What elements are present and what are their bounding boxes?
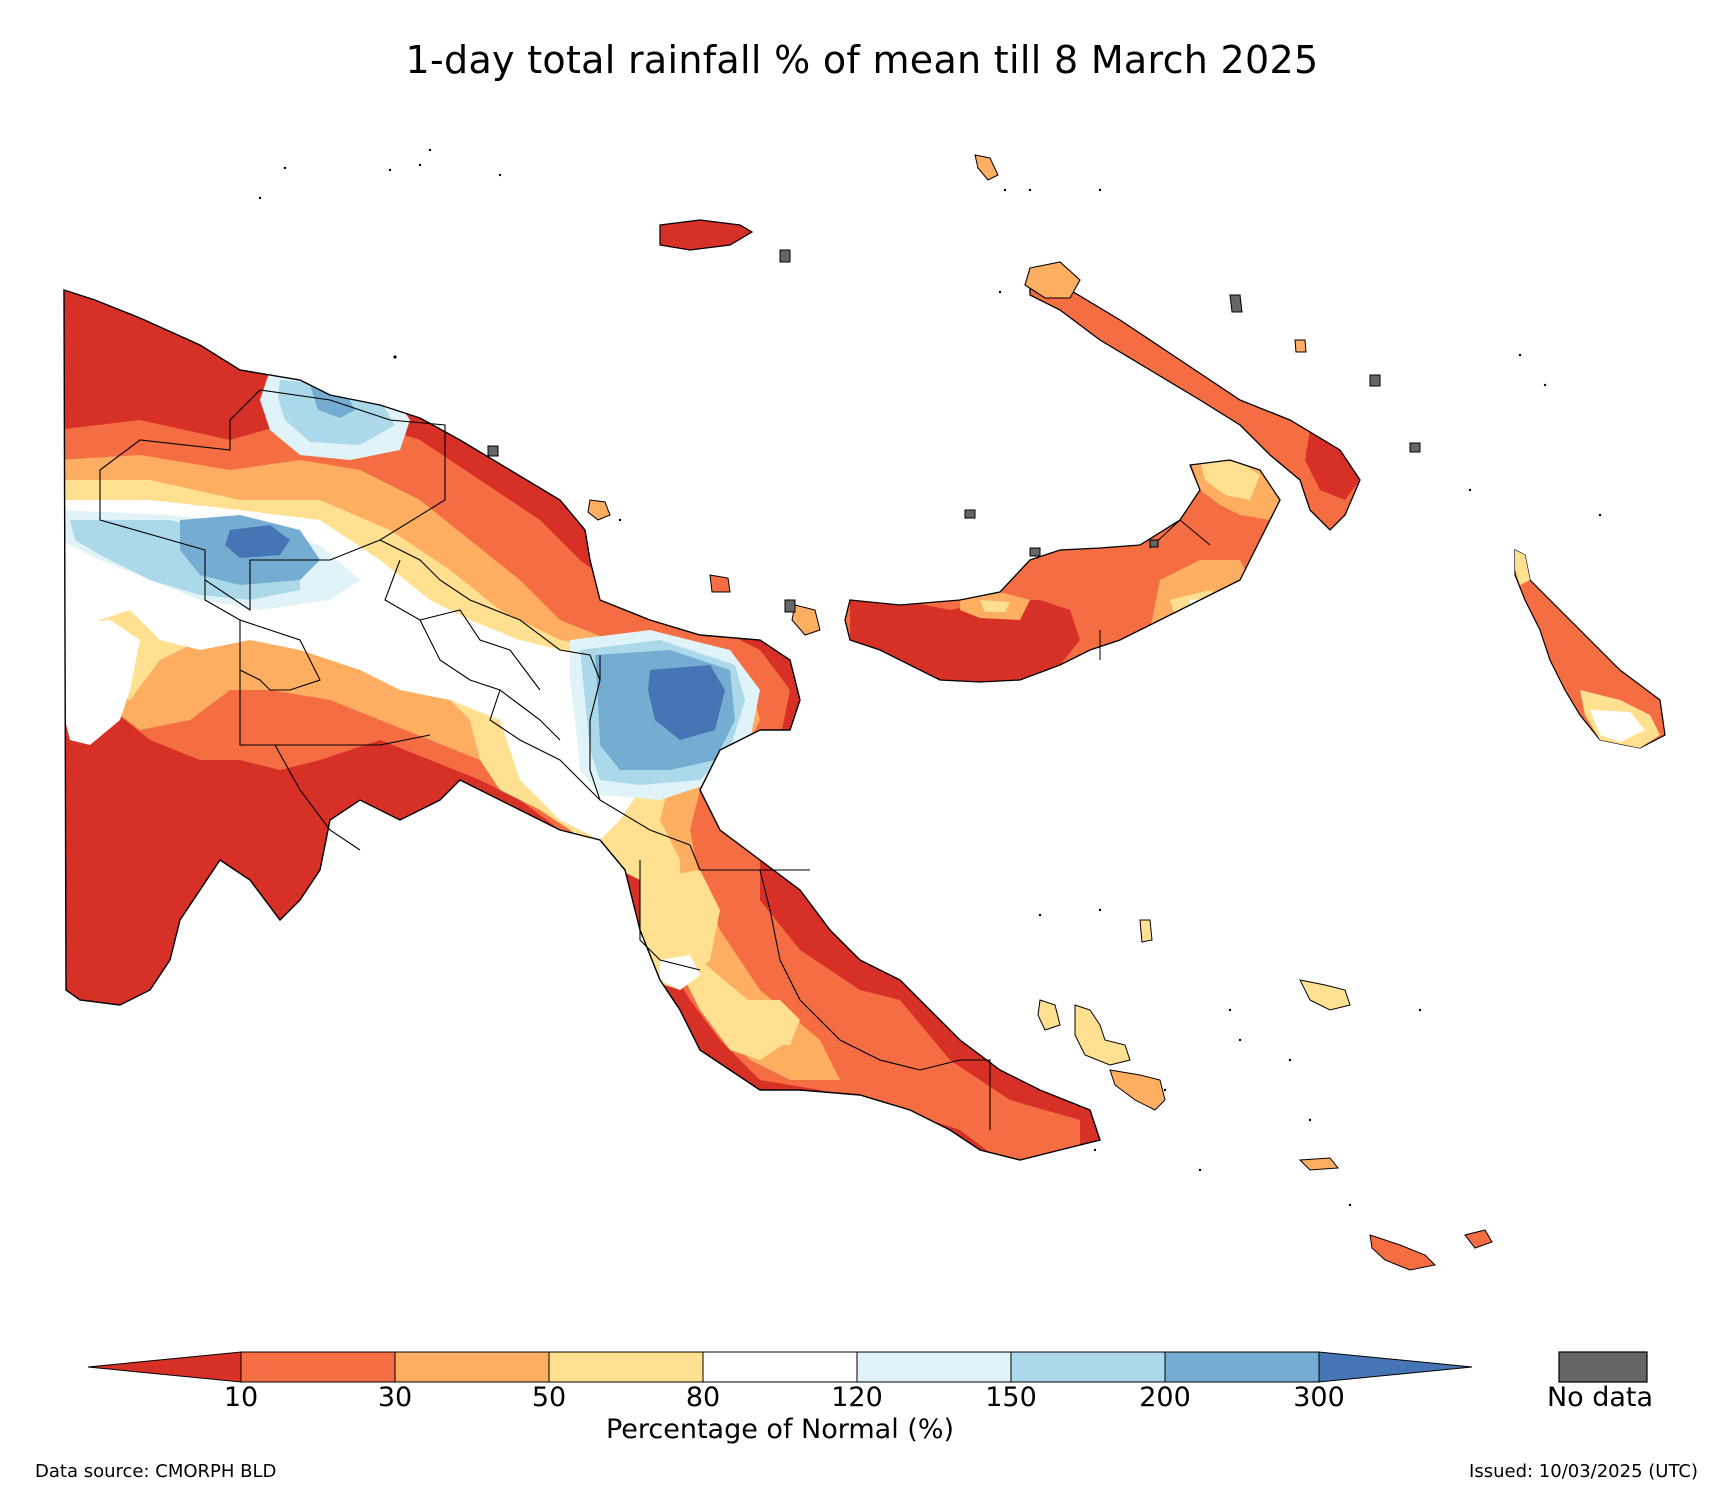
issued-date: Issued: 10/03/2025 (UTC)	[1469, 1461, 1698, 1482]
colorbar-bin-150-200	[1010, 1351, 1166, 1383]
colorbar-tick: 120	[831, 1382, 883, 1413]
colorbar-bin-10-30	[240, 1351, 396, 1383]
map-title: 1-day total rainfall % of mean till 8 Ma…	[405, 38, 1319, 82]
colorbar-extend-low	[87, 1351, 242, 1383]
colorbar-extend-high	[1318, 1351, 1473, 1383]
colorbar-bin-30-50	[394, 1351, 550, 1383]
colorbar-tick: 200	[1139, 1382, 1191, 1413]
colorbar-tick: 30	[377, 1382, 413, 1413]
colorbar-bin-200-300	[1164, 1351, 1320, 1383]
colorbar-tick: 80	[685, 1382, 721, 1413]
colorbar-title: Percentage of Normal (%)	[605, 1414, 955, 1445]
no-data-swatch	[1558, 1351, 1648, 1383]
colorbar-tick: 50	[531, 1382, 567, 1413]
colorbar-tick: 150	[985, 1382, 1037, 1413]
colorbar-bin-120-150	[856, 1351, 1012, 1383]
no-data-label: No data	[1546, 1382, 1654, 1413]
data-source: Data source: CMORPH BLD	[35, 1461, 277, 1482]
colorbar-tick: 300	[1293, 1382, 1345, 1413]
colorbar-bin-80-120	[702, 1351, 858, 1383]
colorbar-tick: 10	[223, 1382, 259, 1413]
colorbar-bin-50-80	[548, 1351, 704, 1383]
